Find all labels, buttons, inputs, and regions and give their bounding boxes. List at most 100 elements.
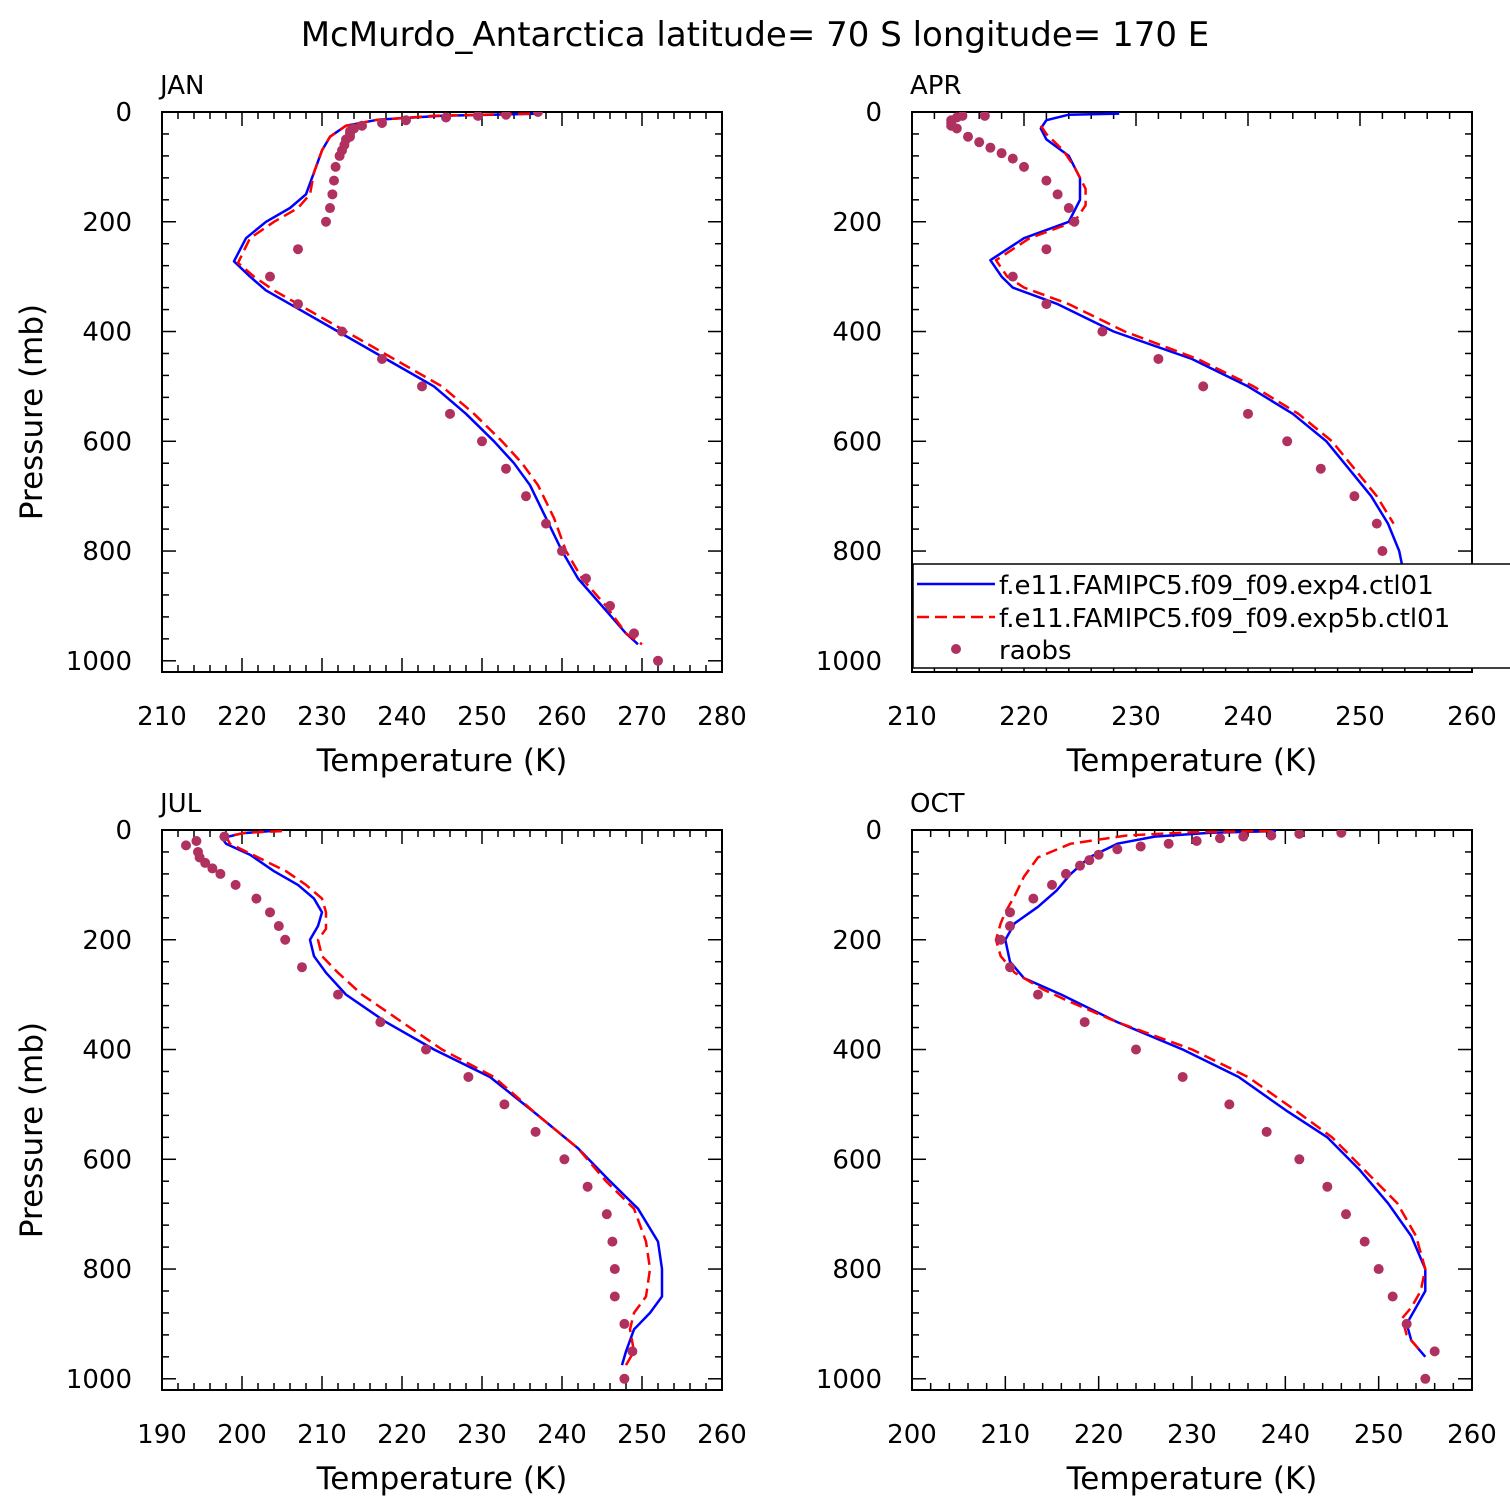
raobs-point	[321, 216, 331, 227]
raobs-point	[1373, 1264, 1384, 1275]
raobs-point	[1238, 831, 1249, 842]
raobs-point	[477, 436, 487, 447]
raobs-point	[609, 1264, 620, 1275]
raobs-point	[581, 573, 591, 584]
raobs-point	[265, 907, 275, 918]
y-tick-label: 200	[832, 926, 882, 956]
y-tick-label: 1000	[66, 1365, 132, 1395]
y-tick-label: 600	[82, 1145, 132, 1175]
panel-jul: JUL 190 200 210 220 230 240 250 260 0 200 400 600 800…	[14, 789, 747, 1497]
x-tick-label: 210	[887, 702, 937, 732]
raobs-point	[1401, 1318, 1412, 1329]
raobs-point	[1063, 203, 1074, 214]
x-tick-label: 250	[617, 1420, 667, 1450]
y-tick-label: 800	[82, 537, 132, 567]
series-line-exp5b	[236, 112, 643, 646]
raobs-point	[1007, 271, 1018, 282]
raobs-point	[375, 1017, 386, 1028]
y-axis-label: Pressure (mb)	[14, 304, 50, 520]
x-tick-label: 250	[1335, 702, 1385, 732]
raobs-point	[215, 868, 226, 879]
raobs-point	[441, 112, 451, 123]
raobs-point	[1322, 1181, 1333, 1192]
x-tick-label: 250	[1354, 1420, 1404, 1450]
y-tick-label: 0	[115, 98, 132, 128]
x-tick-label: 220	[377, 1420, 427, 1450]
x-tick-label: 280	[697, 702, 747, 732]
x-tick-label: 230	[1111, 702, 1161, 732]
raobs-point	[1052, 189, 1063, 200]
raobs-point	[293, 299, 303, 310]
raobs-point	[219, 831, 230, 842]
raobs-point	[377, 117, 387, 128]
raobs-point	[1282, 436, 1293, 447]
raobs-point	[1047, 879, 1057, 890]
y-tick-label: 600	[832, 427, 882, 457]
series-line-exp5b	[994, 125, 1395, 525]
raobs-point	[501, 463, 511, 474]
raobs-point	[1041, 244, 1052, 255]
x-tick-label: 260	[1447, 702, 1497, 732]
raobs-point	[1266, 830, 1277, 841]
x-tick-label: 230	[1167, 1420, 1217, 1450]
plot-frame	[161, 111, 723, 673]
x-tick-label: 230	[297, 702, 347, 732]
raobs-point	[191, 835, 202, 846]
raobs-point	[417, 381, 427, 392]
y-tick-label: 200	[832, 208, 882, 238]
figure-title: McMurdo_Antarctica latitude= 70 S longit…	[301, 15, 1210, 55]
raobs-point	[1315, 463, 1326, 474]
x-tick-label: 270	[617, 702, 667, 732]
raobs-point	[979, 112, 990, 121]
raobs-point	[1191, 835, 1202, 846]
raobs-point	[582, 1181, 593, 1192]
raobs-point	[1033, 989, 1043, 1000]
raobs-point	[501, 112, 511, 120]
y-tick-label: 600	[832, 1145, 882, 1175]
raobs-point	[337, 326, 347, 337]
y-tick-label: 200	[82, 926, 132, 956]
x-tick-label: 240	[537, 1420, 587, 1450]
raobs-point	[273, 921, 284, 932]
raobs-point	[1371, 518, 1382, 529]
raobs-point	[1005, 921, 1015, 932]
y-tick-label: 0	[865, 98, 882, 128]
raobs-point	[1131, 1044, 1141, 1055]
raobs-point	[619, 1318, 630, 1329]
x-tick-label: 210	[981, 1420, 1031, 1450]
raobs-point	[251, 893, 262, 904]
panel-label: JUL	[158, 789, 202, 819]
raobs-point	[963, 131, 973, 142]
raobs-point	[280, 934, 291, 945]
raobs-point	[1359, 1236, 1370, 1247]
raobs-point	[1007, 153, 1018, 164]
series-line-exp4	[220, 830, 664, 1366]
raobs-point	[1420, 1373, 1431, 1384]
raobs-point	[293, 244, 303, 255]
y-tick-label: 1000	[816, 647, 882, 677]
raobs-point	[181, 840, 191, 851]
y-tick-label: 400	[832, 318, 882, 348]
raobs-point	[521, 491, 531, 502]
y-tick-label: 200	[82, 208, 132, 238]
x-tick-label: 220	[1074, 1420, 1124, 1450]
x-axis-label: Temperature (K)	[316, 1461, 568, 1497]
raobs-point	[619, 1373, 630, 1384]
raobs-point	[1429, 1346, 1440, 1357]
raobs-point	[530, 1126, 541, 1137]
y-tick-label: 600	[82, 427, 132, 457]
x-tick-label: 220	[217, 702, 267, 732]
plot-area	[994, 830, 1440, 1384]
y-tick-label: 1000	[816, 1365, 882, 1395]
series-line-exp4	[1004, 830, 1427, 1358]
raobs-point	[1198, 381, 1209, 392]
x-axis-label: Temperature (K)	[1066, 1461, 1318, 1497]
raobs-point	[377, 353, 387, 364]
raobs-point	[463, 1071, 474, 1082]
x-tick-label: 260	[697, 1420, 747, 1450]
raobs-point	[609, 1291, 620, 1302]
raobs-point	[541, 518, 551, 529]
raobs-point	[1135, 841, 1146, 852]
raobs-point	[330, 161, 341, 172]
